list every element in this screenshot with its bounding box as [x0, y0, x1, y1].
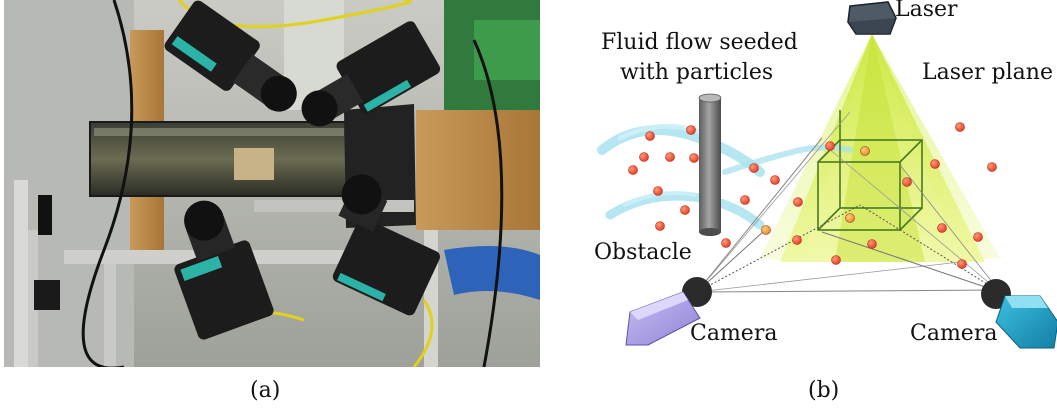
- laser-plane-right-edge: [872, 34, 1000, 262]
- particle-dot: [680, 205, 690, 215]
- particle-dot: [792, 235, 802, 245]
- laser-label: Laser: [895, 0, 958, 22]
- particle-dot: [930, 159, 940, 169]
- particle-dot: [973, 232, 983, 242]
- particle-dot: [955, 122, 965, 132]
- camera-left-label: Camera: [690, 321, 778, 346]
- particle-dot: [860, 146, 870, 156]
- particle-dot: [987, 162, 997, 172]
- obstacle-cylinder: [698, 93, 722, 236]
- laser-plane: [780, 34, 985, 262]
- obstacle-label: Obstacle: [594, 240, 692, 265]
- particles: [628, 122, 997, 269]
- setup-photo: [4, 0, 540, 367]
- laser-plane-label: Laser plane: [922, 60, 1053, 85]
- caption-panel-a: (a): [250, 378, 281, 403]
- particle-dot: [867, 239, 877, 249]
- particle-dot: [761, 225, 771, 235]
- particle-dot: [740, 195, 750, 205]
- particle-dot: [655, 221, 665, 231]
- particle-dot: [749, 163, 759, 173]
- particle-dot: [653, 186, 663, 196]
- laser-icon: [847, 1, 897, 35]
- particle-dot: [793, 197, 803, 207]
- particle-dot: [770, 175, 780, 185]
- particle-dot: [845, 213, 855, 223]
- particle-dot: [645, 131, 655, 141]
- particle-dot: [628, 165, 638, 175]
- particle-dot: [957, 259, 967, 269]
- camera-right-label: Camera: [910, 321, 998, 346]
- particle-dot: [831, 255, 841, 265]
- sight-lines: [696, 111, 1001, 293]
- particle-dot: [689, 153, 699, 163]
- caption-panel-b: (b): [808, 378, 840, 403]
- camera-icon: [981, 279, 1057, 349]
- camera-icon: [625, 277, 712, 346]
- particle-dot: [825, 141, 835, 151]
- particle-dot: [639, 152, 649, 162]
- fluid-flow-label-line2: with particles: [620, 60, 774, 85]
- particle-dot: [665, 152, 675, 162]
- particle-dot: [686, 125, 696, 135]
- fluid-flow-label-line1: Fluid flow seeded: [601, 30, 798, 55]
- particle-dot: [902, 177, 912, 187]
- particle-dot: [937, 223, 947, 233]
- particle-dot: [721, 238, 731, 248]
- measurement-volume: [817, 110, 923, 231]
